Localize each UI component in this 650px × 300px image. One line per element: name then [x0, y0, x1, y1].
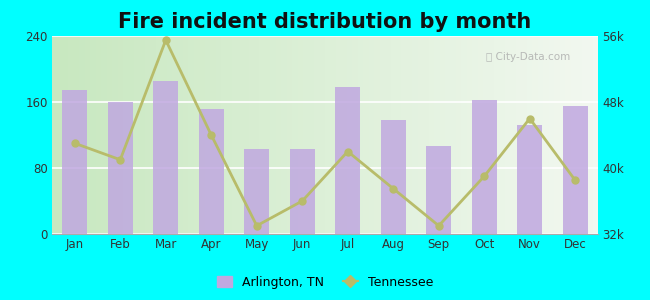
- Bar: [563, 106, 588, 234]
- Bar: [517, 125, 542, 234]
- Bar: [335, 87, 360, 234]
- Bar: [153, 81, 178, 234]
- Bar: [62, 90, 87, 234]
- Bar: [244, 149, 269, 234]
- Legend: Arlington, TN, Tennessee: Arlington, TN, Tennessee: [212, 271, 438, 294]
- Bar: [199, 109, 224, 234]
- Text: ⓘ City-Data.com: ⓘ City-Data.com: [486, 52, 571, 62]
- Bar: [108, 102, 133, 234]
- Bar: [426, 146, 451, 234]
- Bar: [381, 120, 406, 234]
- Bar: [472, 100, 497, 234]
- Bar: [290, 149, 315, 234]
- Title: Fire incident distribution by month: Fire incident distribution by month: [118, 12, 532, 32]
